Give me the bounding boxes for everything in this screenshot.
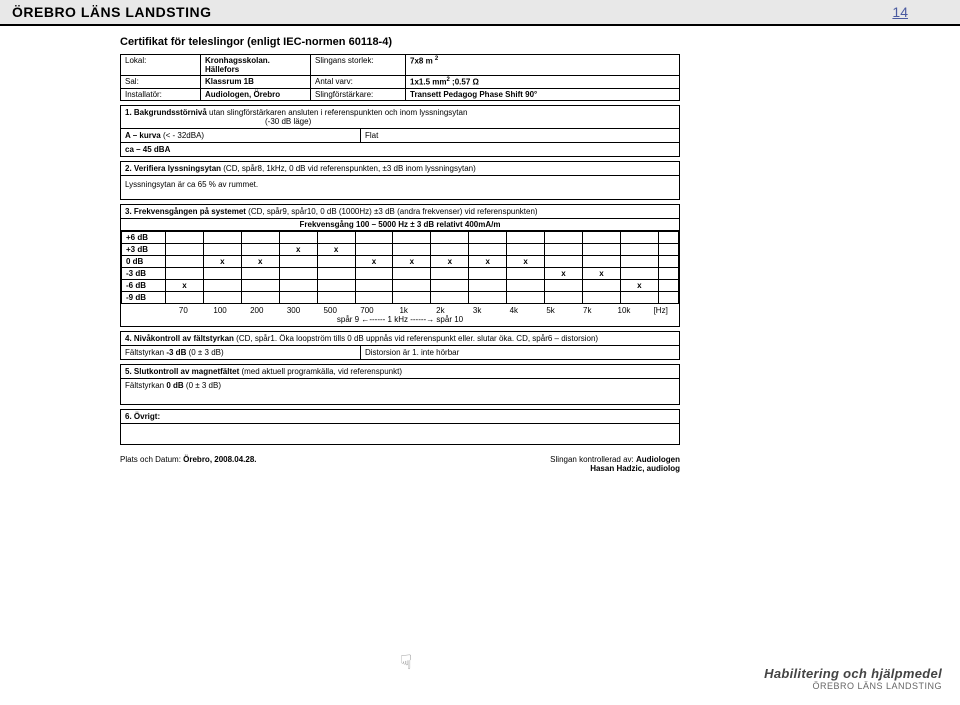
logo-line1: Habilitering och hjälpmedel <box>764 666 942 681</box>
varv-label: Antal varv: <box>311 76 406 89</box>
s6-head: 6. Övrigt: <box>121 410 679 424</box>
lokal-value: Kronhagsskolan. Hällefors <box>201 55 311 76</box>
cursor-icon: ☟ <box>400 650 412 675</box>
s5-body: Fältstyrkan 0 dB (0 ± 3 dB) <box>121 379 679 404</box>
s5-head: 5. Slutkontroll av magnetfältet (med akt… <box>121 365 679 379</box>
s4-right: Distorsion är 1. inte hörbar <box>361 346 463 359</box>
s4-left: Fältstyrkan -3 dB (0 ± 3 dB) <box>121 346 361 359</box>
s2-body: Lyssningsytan är ca 65 % av rummet. <box>121 176 679 199</box>
lokal-label: Lokal: <box>121 55 201 76</box>
inst-label: Installatör: <box>121 88 201 100</box>
section-1: 1. Bakgrundsstörnivå utan slingförstärka… <box>120 105 680 157</box>
storlek-value: 7x8 m 2 <box>406 55 680 76</box>
section-6: 6. Övrigt: <box>120 409 680 445</box>
footer-right: Slingan kontrollerad av: AudiologenHasan… <box>550 455 680 473</box>
sal-label: Sal: <box>121 76 201 89</box>
section-4: 4. Nivåkontroll av fältstyrkan (CD, spår… <box>120 331 680 360</box>
s2-head: 2. Verifiera lyssningsytan (CD, spår8, 1… <box>121 162 679 176</box>
freq-axis-sub: spår 9 ←------ 1 kHz ------→ spår 10 <box>121 315 679 326</box>
s1-a-value: Flat <box>361 129 679 142</box>
footer-logo: Habilitering och hjälpmedel ÖREBRO LÄNS … <box>764 666 942 691</box>
s4-head: 4. Nivåkontroll av fältstyrkan (CD, spår… <box>121 332 679 346</box>
freq-axis: 701002003005007001k2k3k4k5k7k10k[Hz] <box>121 304 679 315</box>
section-3: 3. Frekvensgången på systemet (CD, spår9… <box>120 204 680 327</box>
header-bar: ÖREBRO LÄNS LANDSTING 14 <box>0 0 960 26</box>
section-2: 2. Verifiera lyssningsytan (CD, spår8, 1… <box>120 161 680 200</box>
sal-value: Klassrum 1B <box>201 76 311 89</box>
freq-table: +6 dB+3 dBxx0 dBxxxxxxx-3 dBxx-6 dBxx-9 … <box>121 231 679 304</box>
org-title: ÖREBRO LÄNS LANDSTING <box>12 4 212 20</box>
s6-body <box>121 424 679 444</box>
document-body: Certifikat för teleslingor (enligt IEC-n… <box>0 26 960 473</box>
s1-head: 1. Bakgrundsstörnivå utan slingförstärka… <box>121 106 679 129</box>
doc-title: Certifikat för teleslingor (enligt IEC-n… <box>120 36 900 48</box>
s3-sub: Frekvensgång 100 – 5000 Hz ± 3 dB relati… <box>121 219 679 231</box>
s3-head: 3. Frekvensgången på systemet (CD, spår9… <box>121 205 679 219</box>
s1-ca: ca – 45 dBA <box>121 142 679 156</box>
s1-a-label: A – kurva (< - 32dBA) <box>121 129 361 142</box>
footer-line: Plats och Datum: Örebro, 2008.04.28. Sli… <box>120 455 680 473</box>
info-table: Lokal: Kronhagsskolan. Hällefors Slingan… <box>120 54 680 101</box>
section-5: 5. Slutkontroll av magnetfältet (med akt… <box>120 364 680 405</box>
varv-value: 1x1.5 mm2 ;0.57 Ω <box>406 76 680 89</box>
logo-line2: ÖREBRO LÄNS LANDSTING <box>764 681 942 691</box>
inst-value: Audiologen, Örebro <box>201 88 311 100</box>
forst-value: Transett Pedagog Phase Shift 90° <box>406 88 680 100</box>
footer-left: Plats och Datum: Örebro, 2008.04.28. <box>120 455 257 473</box>
storlek-label: Slingans storlek: <box>311 55 406 76</box>
page-number: 14 <box>892 4 908 20</box>
forst-label: Slingförstärkare: <box>311 88 406 100</box>
